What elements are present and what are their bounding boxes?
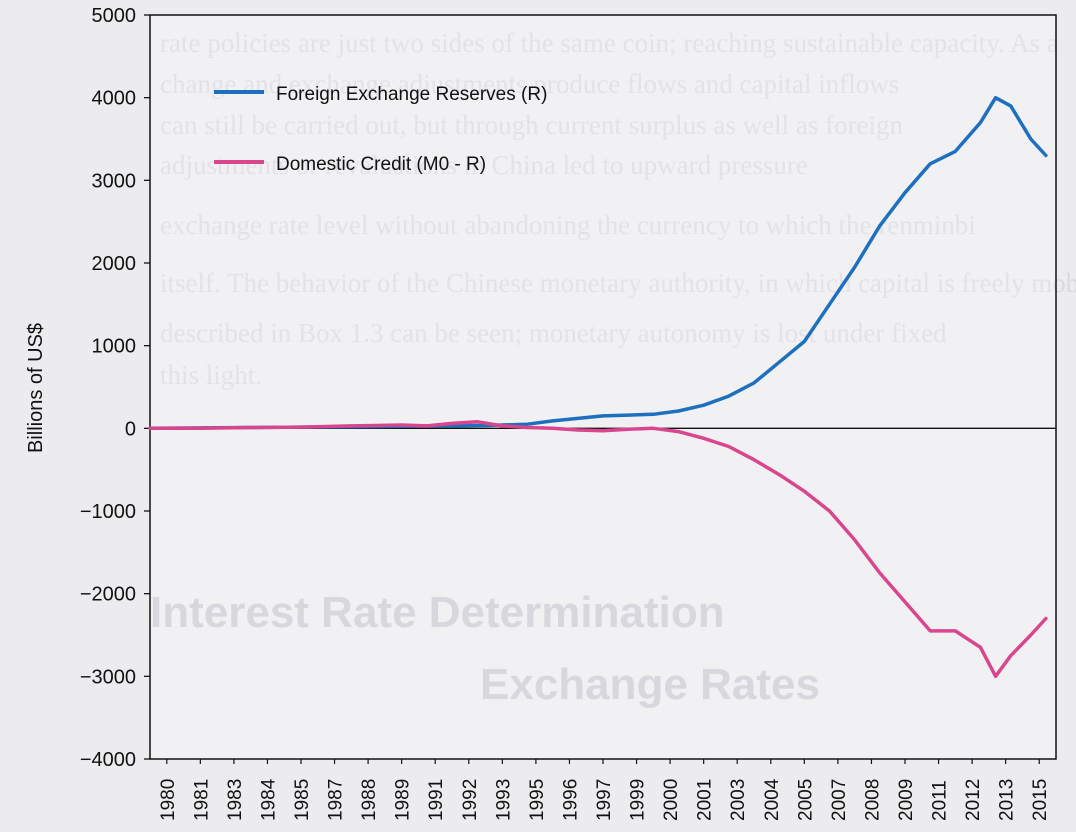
x-tick-label: 1995 [527,779,548,821]
y-tick-label: −4000 [80,749,136,771]
y-tick-label: 2000 [92,253,137,275]
x-tick-label: 2012 [963,779,984,821]
axes: −4000 −3000 −2000 −1000 0 1000 2000 3000 4000 500… [80,5,1057,821]
y-tick-label: 4000 [92,88,137,110]
x-tick-label: 1992 [460,779,481,821]
x-tick-label: 2008 [862,779,883,821]
x-tick-label: 1983 [225,779,246,821]
x-tick-label: 1981 [191,779,212,821]
y-tick-label: 5000 [92,5,137,27]
x-tick-label: 2009 [896,779,917,821]
x-tick-label: 1989 [393,779,414,821]
x-tick-label: 1984 [258,778,279,821]
y-tick-label: 3000 [92,170,137,192]
x-tick-label: 1985 [292,779,313,821]
x-tick-label: 2015 [1030,779,1051,821]
y-tick-label: −1000 [80,501,136,523]
y-tick-label: −3000 [80,666,136,688]
x-tick-label: 2013 [997,779,1018,821]
x-tick-label: 1987 [326,779,347,821]
x-tick-label: 1980 [158,779,179,821]
legend-label-domestic-credit: Domestic Credit (M0 - R) [276,154,486,175]
x-tick-label: 2001 [695,779,716,821]
x-tick-label: 2007 [829,779,850,821]
legend: Foreign Exchange Reserves (R) Domestic C… [214,84,547,175]
y-tick-label: 0 [125,418,136,440]
series-line-domestic-credit-m0-r [148,419,1048,679]
series-layer [148,95,1048,679]
legend-label-foreign-exchange-reserves: Foreign Exchange Reserves (R) [276,84,547,105]
x-tick-label: 2011 [930,780,951,821]
x-tick-label: 2004 [762,778,783,821]
plot-frame [149,14,1057,760]
x-tick-label: 1997 [594,779,615,821]
x-tick-label: 1991 [426,779,447,821]
x-tick-label: 1996 [560,779,581,821]
x-tick-label: 1993 [493,779,514,821]
x-tick-label: 2000 [661,779,682,821]
x-tick-label: 2003 [728,779,749,821]
y-tick-label: 1000 [92,336,137,358]
y-tick-label: −2000 [80,584,136,606]
x-tick-label: 2005 [795,779,816,821]
x-tick-label: 1999 [628,779,649,821]
y-axis-label: Billions of US$ [25,323,47,453]
x-tick-label: 1988 [359,779,380,821]
